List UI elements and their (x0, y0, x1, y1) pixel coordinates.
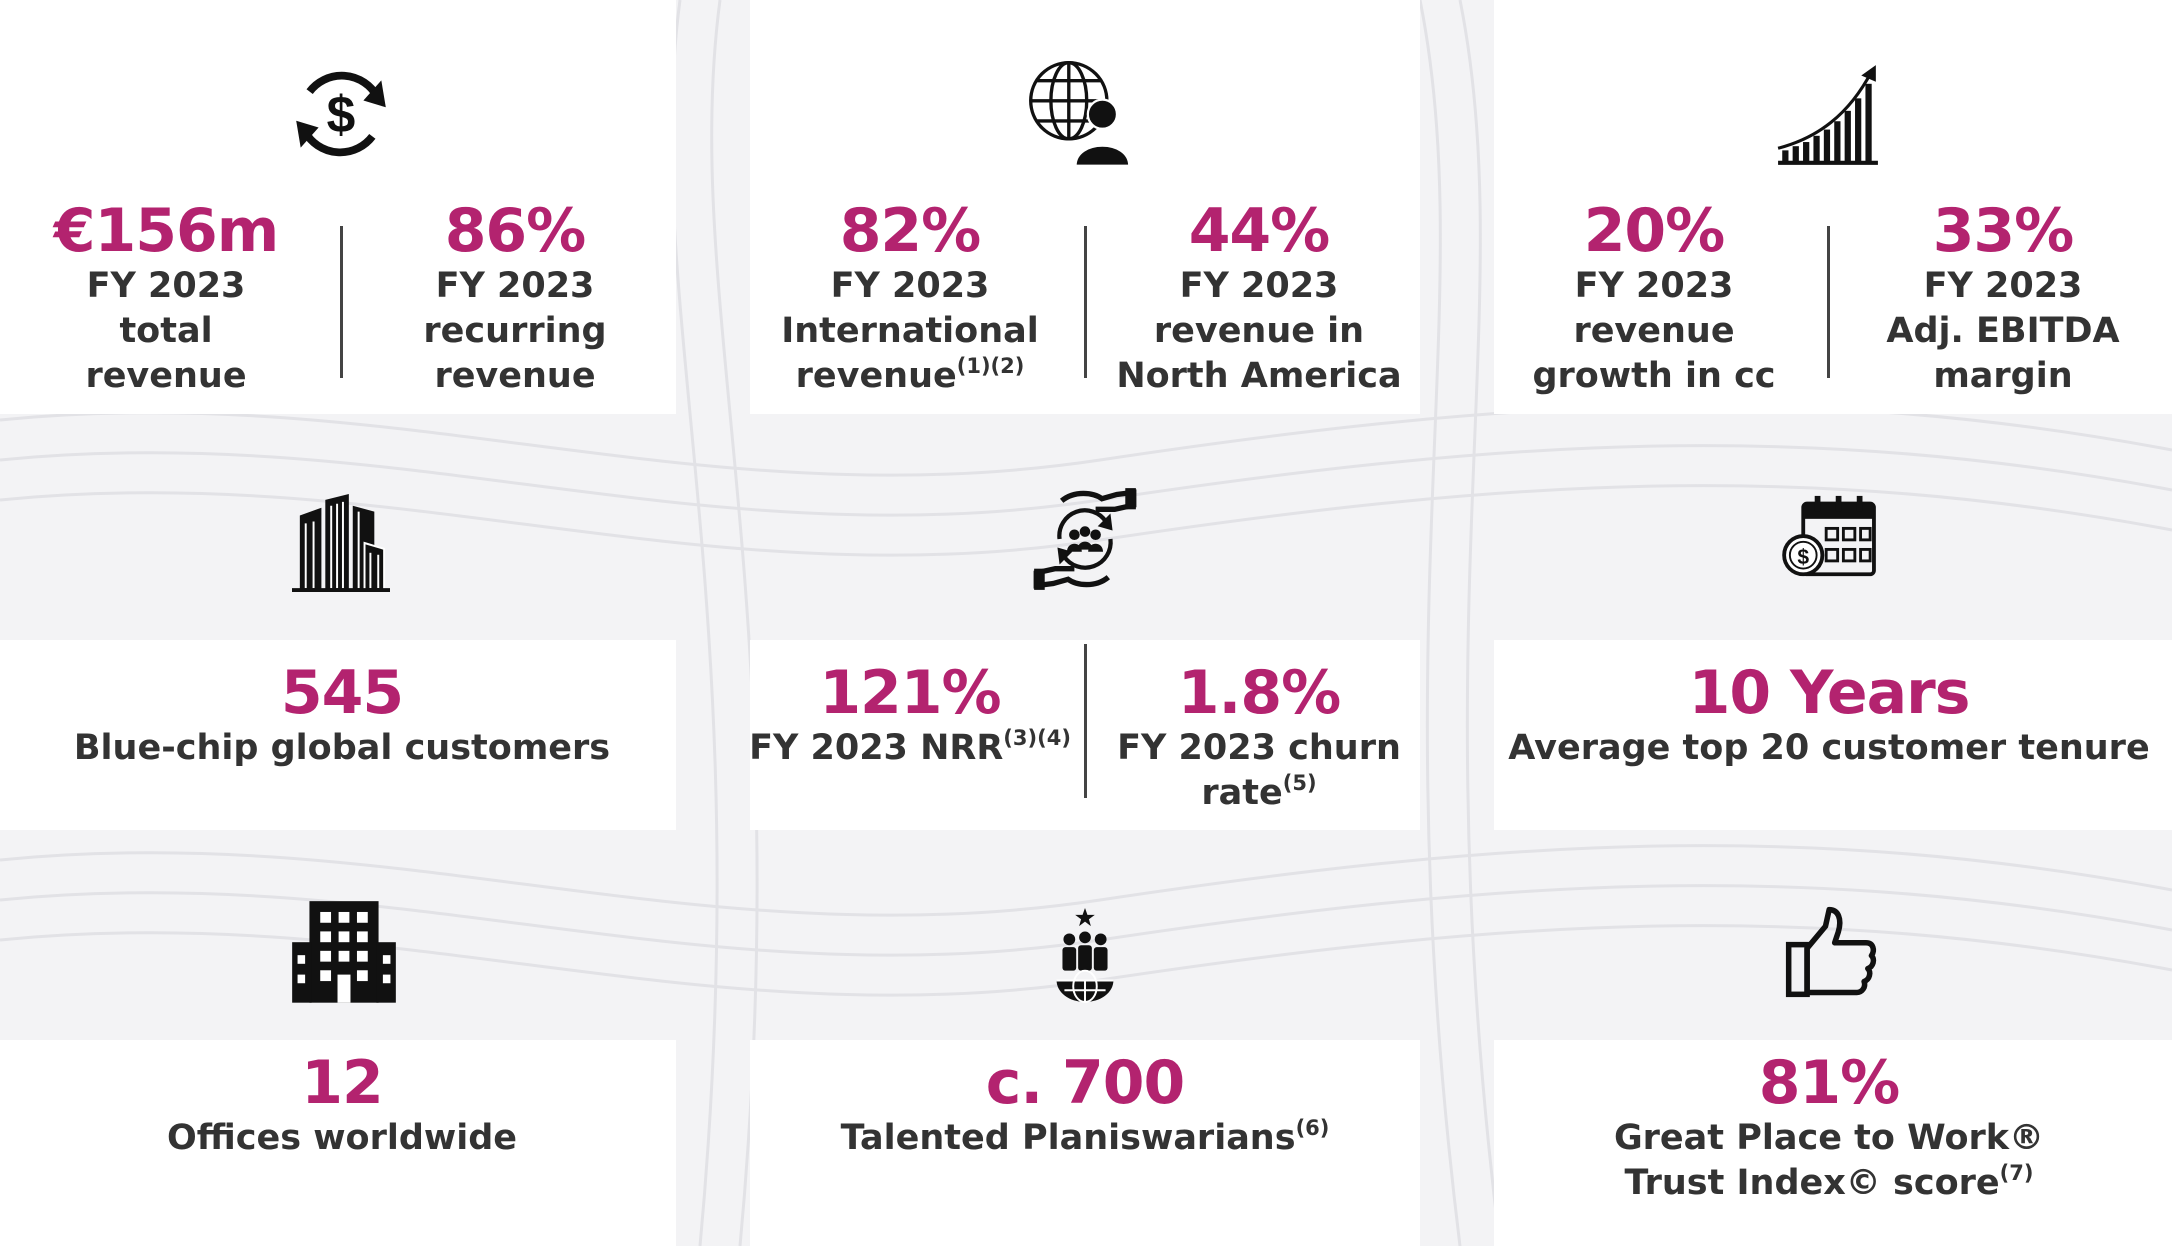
tenure-value: 10 Years (1688, 658, 1971, 728)
churn-metric: 1.8% FY 2023 churn rate(5) (1090, 660, 1428, 816)
north-america-revenue-label: FY 2023 revenue in North America (1116, 266, 1402, 396)
tenure-label: Average top 20 customer tenure (1508, 728, 2150, 768)
gptw-value: 81% (1758, 1048, 1901, 1118)
revenue-growth-label: FY 2023 revenue growth in cc (1532, 266, 1776, 396)
revenue-growth-value: 20% (1583, 196, 1726, 266)
dollar-cycle-icon: $ (282, 58, 400, 170)
churn-value: 1.8% (1177, 658, 1341, 728)
footnote-ref: (7) (1999, 1161, 2034, 1185)
north-america-revenue-value: 44% (1188, 196, 1331, 266)
footnote-ref: (3)(4) (1003, 726, 1071, 750)
total-revenue-label: FY 2023 total revenue (85, 266, 247, 396)
ebitda-margin-metric: 33% FY 2023 Adj. EBITDA margin (1834, 198, 2172, 399)
employees-value: c. 700 (985, 1048, 1186, 1118)
revenue-growth-metric: 20% FY 2023 revenue growth in cc (1486, 198, 1822, 399)
total-revenue-metric: €156m FY 2023 total revenue (0, 198, 332, 399)
skyscraper-icon (292, 494, 390, 592)
global-team-icon (1052, 906, 1118, 1004)
ebitda-margin-label: FY 2023 Adj. EBITDA margin (1886, 266, 2120, 396)
total-revenue-value: €156m (53, 196, 280, 266)
panel-gptw (1494, 1040, 2172, 1246)
employees-label: Talented Planiswarians(6) (840, 1116, 1330, 1159)
nrr-value: 121% (819, 658, 1001, 728)
gptw-metric: 81% Great Place to Work® Trust Index© sc… (1486, 1050, 2172, 1206)
svg-text:$: $ (327, 85, 356, 143)
panel-growth (1494, 0, 2172, 414)
panel-revenue (0, 0, 676, 414)
divider (340, 226, 343, 378)
footnote-ref: (5) (1282, 771, 1317, 795)
nrr-label: FY 2023 NRR(3)(4) (749, 726, 1071, 769)
panel-customers (0, 640, 676, 830)
customer-retention-icon (1032, 486, 1138, 592)
calendar-payment-icon: $ (1782, 494, 1878, 580)
international-revenue-metric: 82% FY 2023 International revenue(1)(2) (742, 198, 1078, 399)
panel-tenure (1494, 640, 2172, 830)
growth-chart-icon (1776, 60, 1880, 170)
offices-value: 12 (301, 1048, 384, 1118)
svg-text:$: $ (1797, 546, 1809, 569)
divider (1827, 226, 1830, 378)
customers-metric: 545 Blue-chip global customers (0, 660, 684, 771)
divider (1084, 226, 1087, 378)
ebitda-margin-value: 33% (1932, 196, 2075, 266)
customers-value: 545 (280, 658, 404, 728)
globe-person-icon (1024, 52, 1136, 172)
footnote-ref: (6) (1295, 1116, 1330, 1140)
office-building-icon (290, 898, 398, 1008)
panel-employees (750, 1040, 1420, 1246)
recurring-revenue-value: 86% (444, 196, 587, 266)
customers-label: Blue-chip global customers (73, 728, 611, 768)
churn-label: FY 2023 churn rate(5) (1117, 728, 1401, 813)
north-america-revenue-metric: 44% FY 2023 revenue in North America (1090, 198, 1428, 399)
divider (1084, 644, 1087, 798)
employees-metric: c. 700 Talented Planiswarians(6) (742, 1050, 1428, 1161)
nrr-metric: 121% FY 2023 NRR(3)(4) (742, 660, 1078, 771)
gptw-label: Great Place to Work® Trust Index© score(… (1613, 1118, 2045, 1203)
footnote-ref: (1)(2) (956, 354, 1025, 378)
thumbs-up-icon (1784, 906, 1878, 998)
tenure-metric: 10 Years Average top 20 customer tenure (1486, 660, 2172, 771)
recurring-revenue-label: FY 2023 recurring revenue (423, 266, 607, 396)
international-revenue-value: 82% (839, 196, 982, 266)
panel-offices (0, 1040, 676, 1246)
international-revenue-label: FY 2023 International revenue(1)(2) (781, 266, 1039, 396)
offices-metric: 12 Offices worldwide (0, 1050, 684, 1161)
offices-label: Offices worldwide (166, 1118, 518, 1158)
recurring-revenue-metric: 86% FY 2023 recurring revenue (346, 198, 684, 399)
